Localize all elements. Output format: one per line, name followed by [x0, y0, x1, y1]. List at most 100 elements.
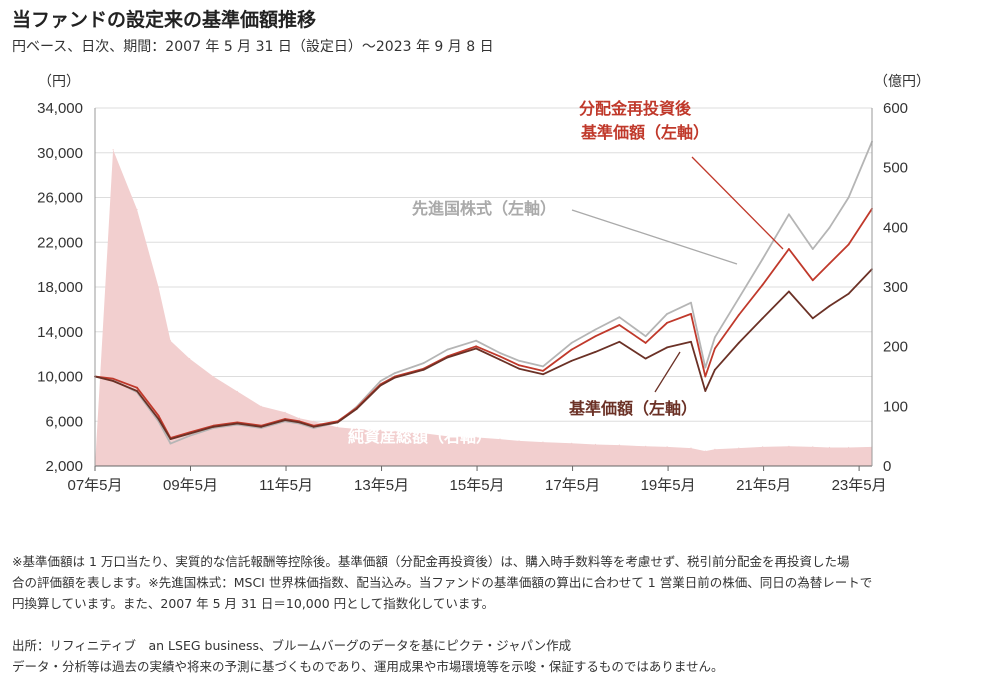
series-line-nav-point — [312, 425, 315, 428]
x-tick-label: 21年5月 — [736, 477, 791, 494]
right-axis-ticks: 600 500 400 300 200 100 0 — [883, 100, 908, 475]
series-line-nav-point — [542, 373, 544, 376]
series-line-world-equity-point — [737, 297, 740, 300]
series-line-reinvested-nav-point — [475, 345, 477, 348]
right-tick-label: 600 — [883, 100, 908, 117]
series-line-nav-point — [355, 408, 358, 410]
net-assets-point — [499, 438, 501, 440]
left-tick-label: 22,000 — [37, 234, 83, 251]
net-assets-point — [571, 442, 573, 444]
series-line-nav-point — [713, 368, 716, 371]
left-tick-label: 30,000 — [37, 145, 83, 162]
series-line-nav-point — [828, 305, 831, 307]
net-assets-point — [762, 446, 764, 448]
net-assets-point — [666, 446, 668, 448]
series-line-reinvested-nav-point — [644, 342, 647, 344]
series-line-nav-point — [188, 432, 191, 435]
x-tick-label: 19年5月 — [641, 477, 696, 494]
series-line-world-equity-point — [499, 352, 501, 354]
series-line-nav-point — [112, 380, 115, 382]
net-assets-point — [379, 429, 382, 431]
footnote-line-1: ※基準価額は 1 万口当たり、実質的な信託報酬等控除後。基準価額（分配金再投資後… — [12, 554, 850, 569]
net-assets-point — [236, 390, 238, 393]
right-tick-label: 500 — [883, 160, 908, 177]
net-assets-point — [618, 444, 620, 446]
series-line-reinvested-nav-point — [788, 248, 790, 250]
series-line-world-equity-point — [713, 336, 716, 339]
series-line-nav-point — [737, 342, 740, 344]
series-line-reinvested-nav-point — [666, 321, 669, 324]
x-tick-label: 17年5月 — [545, 477, 600, 494]
series-line-nav-point — [298, 421, 301, 424]
grid-lines — [95, 107, 872, 422]
series-line-world-equity-point — [594, 328, 597, 331]
x-tick-label: 11年5月 — [259, 477, 313, 494]
x-tick-label: 07年5月 — [67, 477, 122, 494]
series-line-nav-point — [594, 350, 597, 353]
net-assets-point — [714, 448, 716, 450]
source-line-1: 出所：リフィニティブ an LSEG business、ブルームバーグのデータを… — [12, 638, 572, 653]
series-line-nav-point — [644, 357, 647, 360]
net-assets-point — [260, 405, 262, 407]
series-area-net-assets — [95, 149, 872, 467]
series-line-nav-point — [847, 292, 850, 295]
series-line-nav-point — [690, 340, 692, 343]
series-line-reinvested-nav-point — [518, 364, 520, 367]
right-tick-label: 0 — [883, 458, 891, 475]
net-assets-point — [738, 447, 740, 449]
series-line-world-equity-point — [379, 380, 382, 382]
series-line-nav-point — [618, 340, 621, 343]
series-line-reinvested-nav-point — [811, 279, 814, 282]
series-line-reinvested-nav-point — [542, 370, 544, 372]
net-assets-point — [136, 208, 138, 211]
footnote: ※基準価額は 1 万口当たり、実質的な信託報酬等控除後。基準価額（分配金再投資後… — [12, 551, 992, 614]
net-assets-point — [212, 375, 215, 378]
annotation-nav: 基準価額（左軸） — [568, 399, 697, 418]
net-assets-point — [542, 441, 544, 443]
annotation-reinvested-line1: 分配金再投資後 — [579, 99, 692, 118]
series-line-reinvested-nav-point — [761, 283, 764, 286]
series-line-world-equity-point — [394, 372, 396, 375]
left-tick-label: 26,000 — [37, 190, 83, 207]
series-line-nav-point — [570, 359, 573, 362]
annotation-nav-leader — [654, 351, 681, 393]
series-line-world-equity-point — [475, 339, 477, 342]
series-line-nav-point — [136, 390, 138, 392]
left-axis-unit: （円） — [38, 73, 80, 89]
series-line-nav-point — [157, 418, 160, 420]
series-line-world-equity-point — [690, 301, 692, 304]
net-assets-point — [337, 426, 339, 428]
series-line-nav-point — [284, 419, 286, 422]
series-line-nav-point — [446, 356, 449, 359]
net-assets-point — [704, 450, 706, 452]
series-line-reinvested-nav-point — [157, 414, 160, 417]
left-tick-label: 2,000 — [45, 458, 83, 475]
series-line-world-equity-point — [169, 442, 172, 445]
series-line-world-equity-point — [570, 342, 573, 344]
series-line-nav-point — [666, 346, 669, 349]
series-line-nav-point — [788, 290, 790, 293]
left-tick-label: 18,000 — [37, 279, 83, 296]
series-line-nav-point — [811, 317, 814, 320]
right-tick-label: 200 — [883, 339, 908, 356]
series-line-world-equity-point — [518, 359, 520, 362]
series-line-reinvested-nav-point — [713, 347, 716, 350]
right-tick-label: 400 — [883, 219, 908, 236]
right-tick-label: 300 — [883, 279, 908, 296]
net-assets-point — [112, 149, 114, 151]
series-line-world-equity-point — [542, 365, 544, 368]
series-line-world-equity-point — [618, 316, 621, 319]
series-line-world-equity-point — [704, 366, 707, 369]
series-line-nav-point — [422, 368, 425, 371]
net-assets-point — [356, 428, 358, 430]
series-line-nav-point — [704, 390, 707, 392]
annotation-world-equity-leader — [571, 209, 738, 265]
x-tick-label: 13年5月 — [354, 477, 409, 494]
series-line-world-equity-point — [811, 248, 814, 250]
series-line-nav-point — [260, 425, 263, 428]
net-assets-point — [446, 435, 449, 437]
series-line-nav-point — [169, 438, 172, 441]
series-line-reinvested-nav-point — [594, 335, 597, 338]
footnote-line-2: 合の評価額を表します。※先進国株式：MSCI 世界株価指数、配当込み。当ファンド… — [12, 575, 873, 590]
x-tick-label: 23年5月 — [832, 477, 887, 494]
